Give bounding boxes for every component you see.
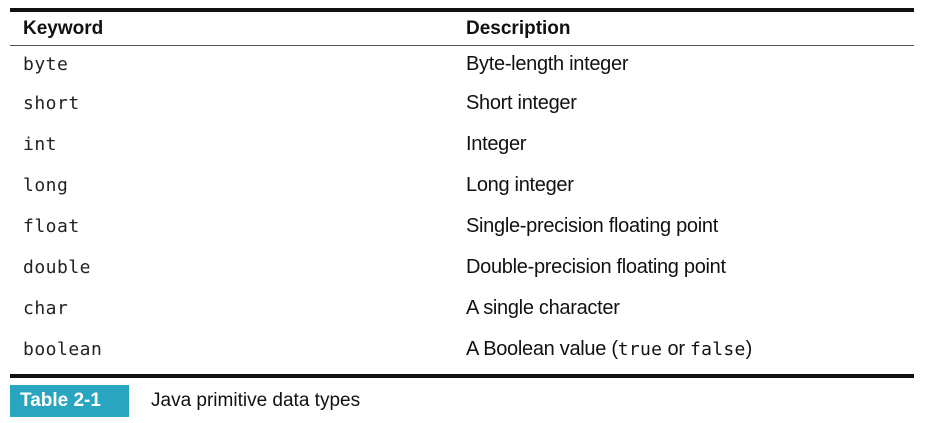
- description-cell: A single character: [466, 297, 620, 319]
- description-cell: Double-precision floating point: [466, 256, 726, 278]
- keyword-cell: byte: [23, 54, 69, 75]
- keyword-cell: boolean: [23, 339, 103, 360]
- table-row: byte Byte-length integer: [10, 46, 914, 83]
- description-text: ): [745, 338, 753, 360]
- keyword-cell: char: [23, 298, 69, 319]
- header-description: Description: [466, 17, 571, 39]
- table-top-rule: [10, 8, 914, 12]
- keyword-cell: short: [23, 93, 80, 114]
- table-row: char A single character: [10, 288, 914, 329]
- keyword-cell: int: [23, 134, 58, 155]
- code-true: true: [617, 339, 663, 360]
- caption-label: Table 2-1: [10, 385, 129, 417]
- description-cell: Byte-length integer: [466, 53, 629, 75]
- header-keyword: Keyword: [23, 17, 104, 39]
- table-row: int Integer: [10, 124, 914, 165]
- primitive-types-table: Keyword Description byte Byte-length int…: [10, 8, 914, 378]
- table-row: long Long integer: [10, 165, 914, 206]
- table-row: short Short integer: [10, 83, 914, 124]
- keyword-cell: long: [23, 175, 69, 196]
- table-body: byte Byte-length integer short Short int…: [10, 46, 914, 370]
- description-text: or: [662, 338, 690, 360]
- table-caption: Table 2-1 Java primitive data types: [10, 385, 360, 417]
- description-cell: Integer: [466, 133, 527, 155]
- description-cell: Long integer: [466, 174, 574, 196]
- table-row: double Double-precision floating point: [10, 247, 914, 288]
- keyword-cell: double: [23, 257, 92, 278]
- table-row: float Single-precision floating point: [10, 206, 914, 247]
- description-text: A Boolean value (: [466, 338, 618, 360]
- table-header-row: Keyword Description: [10, 12, 914, 46]
- caption-text: Java primitive data types: [151, 390, 361, 411]
- table-row: boolean A Boolean value (true or false): [10, 329, 914, 370]
- keyword-cell: float: [23, 216, 80, 237]
- description-cell: Single-precision floating point: [466, 215, 718, 237]
- description-cell: Short integer: [466, 92, 577, 114]
- description-cell: A Boolean value (true or false): [466, 338, 914, 361]
- code-false: false: [689, 339, 746, 360]
- table-bottom-rule: [10, 374, 914, 378]
